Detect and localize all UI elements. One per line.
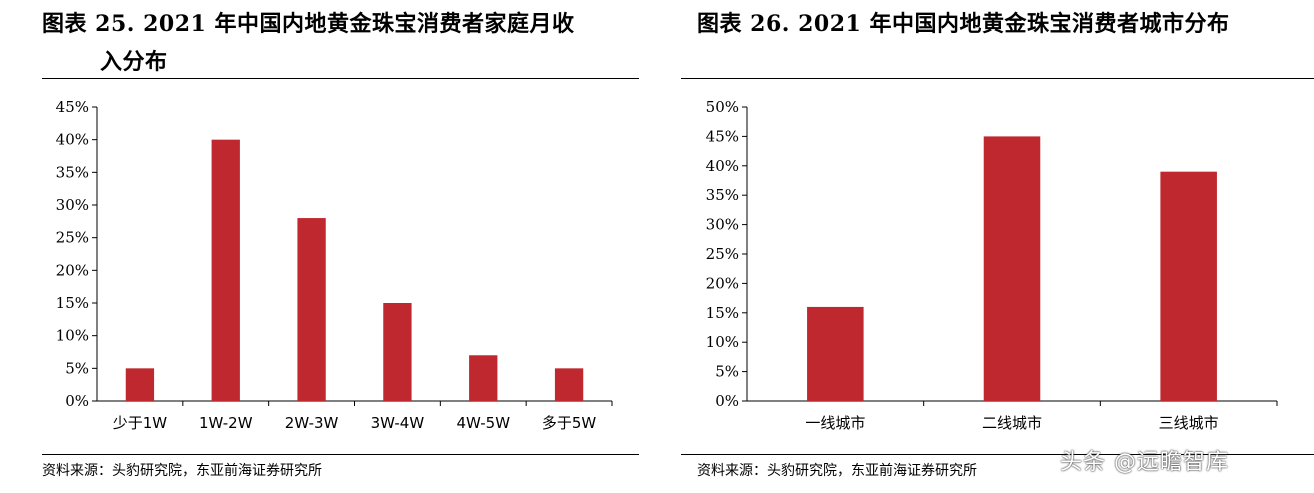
- y-tick-label: 45%: [56, 98, 89, 116]
- bar: [211, 139, 240, 401]
- bar: [554, 368, 584, 401]
- y-tick-label: 20%: [706, 274, 739, 292]
- y-tick-label: 0%: [715, 392, 739, 410]
- x-tick-label: 4W-5W: [456, 414, 510, 432]
- y-tick-label: 35%: [706, 186, 739, 204]
- bar: [383, 303, 412, 401]
- income-chart-panel: 图表 25. 2021 年中国内地黄金珠宝消费者家庭月收 入分布 0% 5% 10%…: [42, 11, 639, 479]
- chart-title-line1: 图表 26. 2021 年中国内地黄金珠宝消费者城市分布: [697, 11, 1230, 37]
- income-bar-chart: 0% 5% 10% 15% 20% 25% 30% 35% 40% 45% 少于1W 1W-2W 2W-…: [56, 98, 613, 432]
- y-tick-label: 30%: [706, 216, 739, 234]
- x-tick-label: 多于5W: [542, 414, 597, 432]
- y-tick-label: 40%: [56, 131, 89, 149]
- y-tick-label: 5%: [65, 359, 89, 377]
- watermark-text: 头条 @远瞻智库: [1060, 450, 1229, 475]
- y-tick-label: 35%: [56, 163, 89, 181]
- x-tick-label: 3W-4W: [371, 414, 425, 432]
- y-tick-label: 15%: [56, 294, 89, 312]
- y-tick-label: 5%: [715, 363, 739, 381]
- source-note: 资料来源：头豹研究院，东亚前海证券研究所: [42, 463, 322, 479]
- y-tick-label: 10%: [706, 333, 739, 351]
- y-tick-label: 25%: [56, 229, 89, 247]
- y-tick-label: 40%: [706, 157, 739, 175]
- bar: [125, 368, 155, 401]
- y-tick-label: 50%: [706, 98, 739, 116]
- y-tick-label: 25%: [706, 245, 739, 263]
- chart-title-line2: 入分布: [100, 49, 168, 75]
- source-note: 资料来源：头豹研究院，东亚前海证券研究所: [697, 463, 977, 479]
- y-tick-label: 15%: [706, 304, 739, 322]
- bar: [983, 136, 1041, 401]
- y-tick-label: 0%: [65, 392, 89, 410]
- bar: [297, 218, 326, 401]
- y-tick-label: 45%: [706, 127, 739, 145]
- x-tick-label: 三线城市: [1159, 414, 1219, 432]
- source-rule: [681, 454, 1314, 455]
- source-rule: [42, 454, 639, 455]
- x-tick-label: 一线城市: [805, 414, 865, 432]
- bar: [807, 306, 864, 401]
- y-tick-label: 30%: [56, 196, 89, 214]
- x-tick-label: 二线城市: [982, 414, 1042, 432]
- title-rule: [42, 78, 639, 79]
- y-tick-label: 10%: [56, 327, 89, 345]
- title-rule: [681, 78, 1314, 79]
- x-tick-label: 少于1W: [113, 414, 168, 432]
- chart-title-line1: 图表 25. 2021 年中国内地黄金珠宝消费者家庭月收: [42, 11, 575, 37]
- city-chart-panel: 图表 26. 2021 年中国内地黄金珠宝消费者城市分布 0% 5% 10% 15% 2…: [657, 0, 1314, 493]
- bar: [469, 355, 498, 401]
- y-tick-label: 20%: [56, 261, 89, 279]
- bar: [1160, 171, 1217, 401]
- x-tick-label: 1W-2W: [199, 414, 253, 432]
- x-tick-label: 2W-3W: [285, 414, 339, 432]
- city-bar-chart: 0% 5% 10% 15% 20% 25% 30% 35% 40% 45% 50% 一线城市 二线城市 三…: [706, 98, 1278, 432]
